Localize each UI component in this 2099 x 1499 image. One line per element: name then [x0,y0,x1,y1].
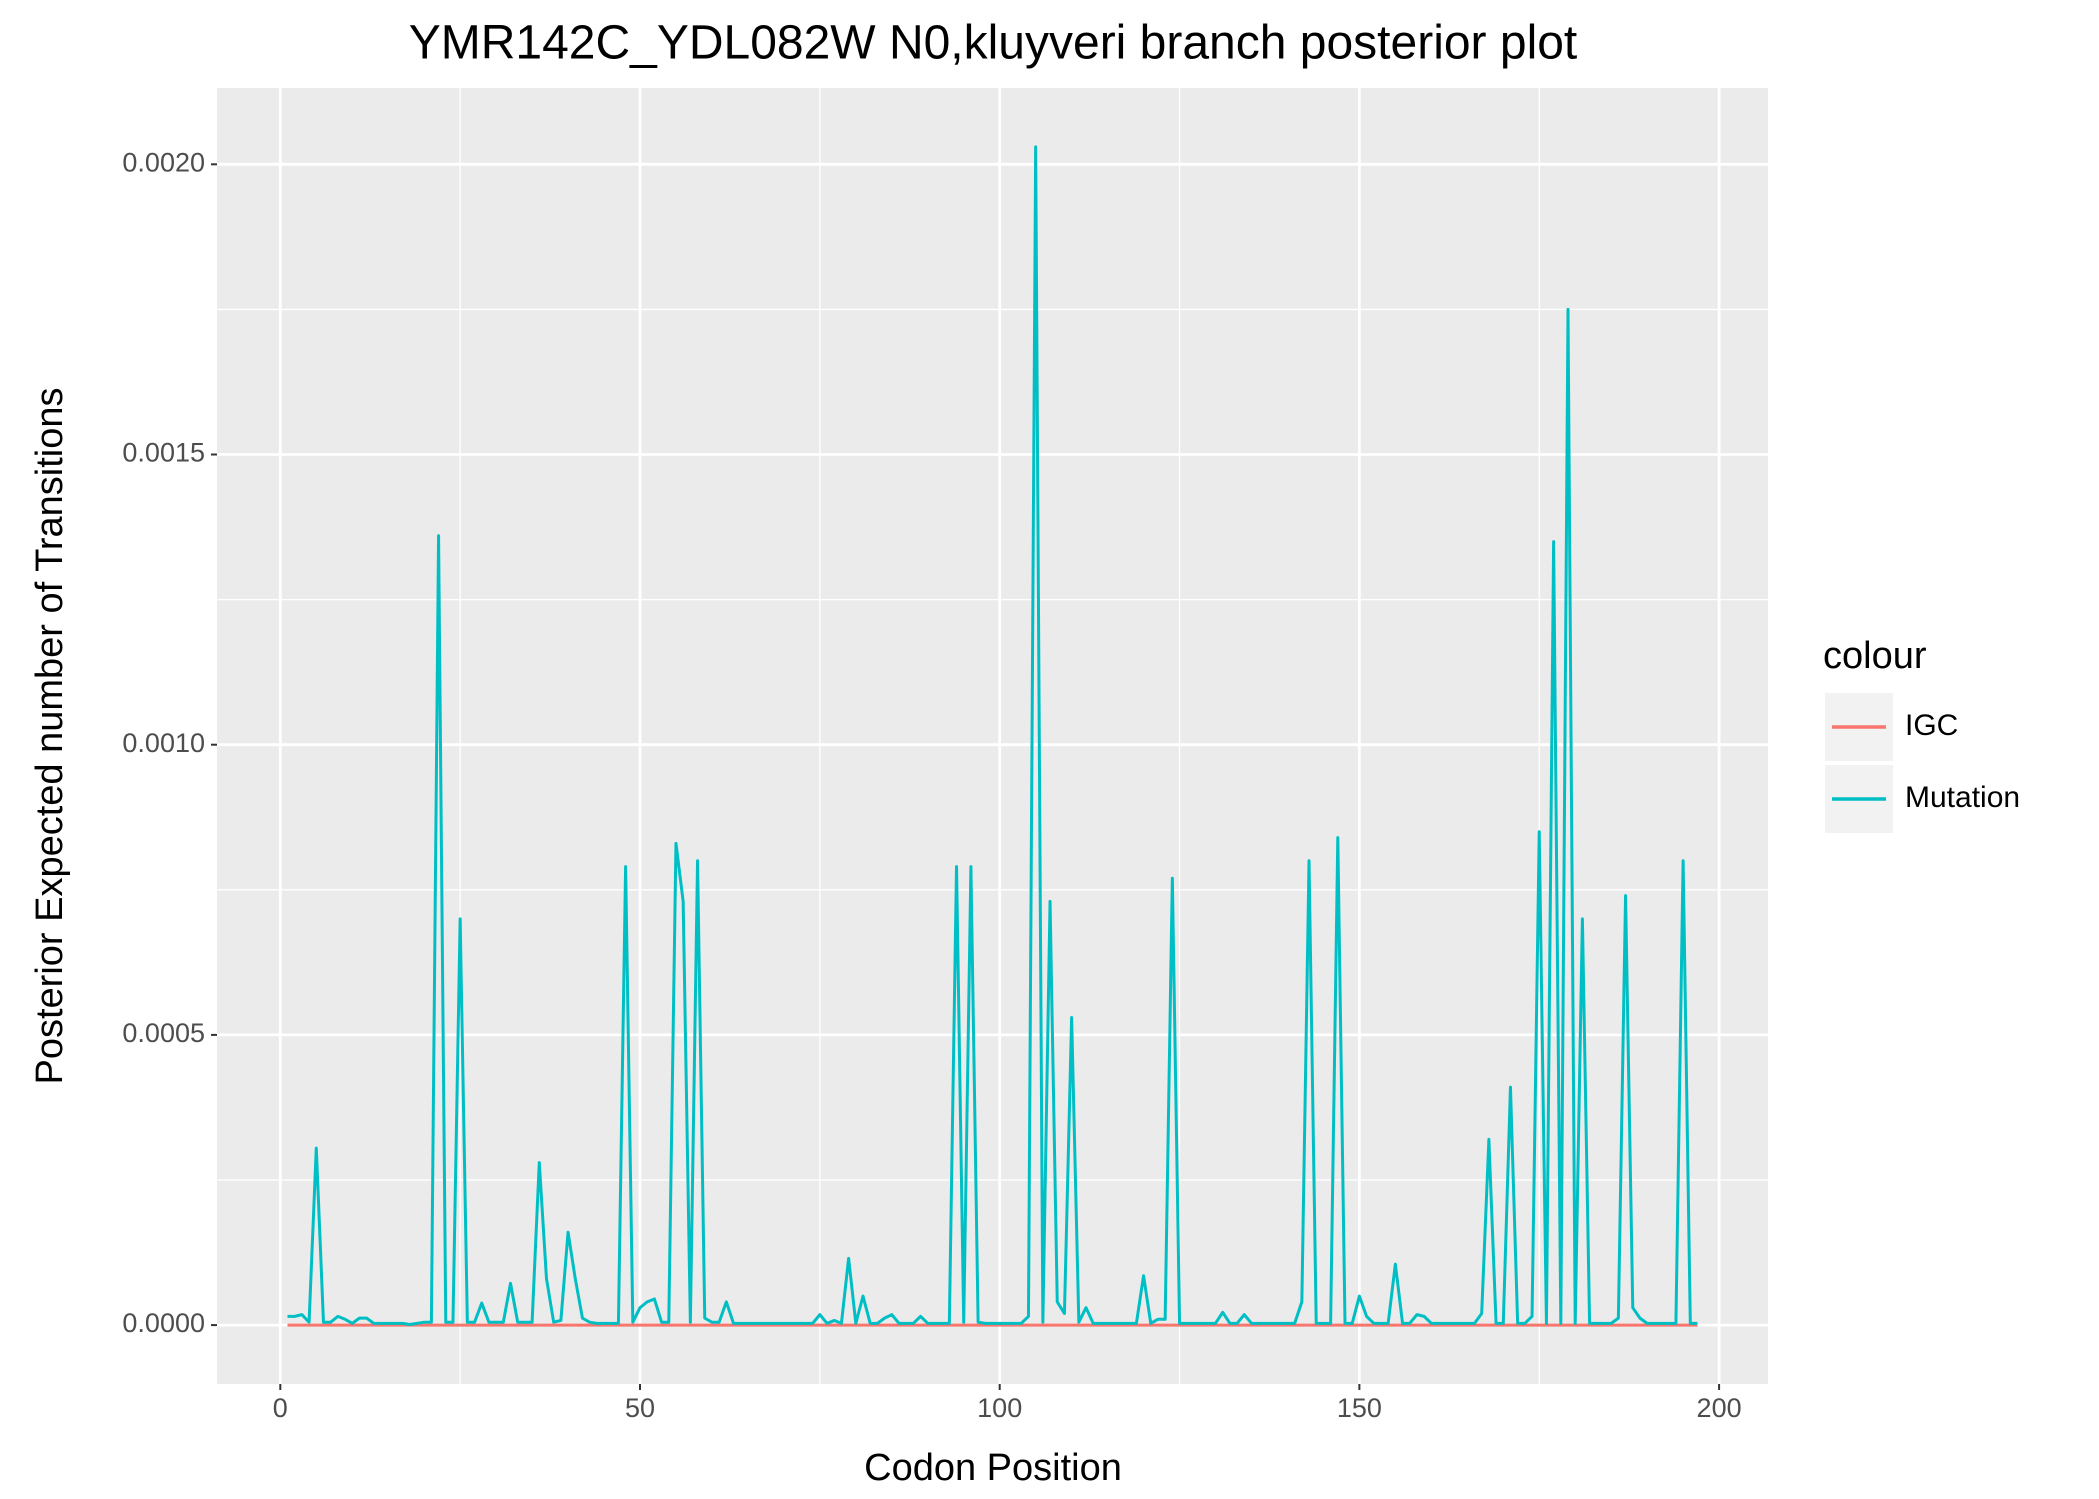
x-tick-label: 150 [1337,1393,1382,1423]
x-tick-label: 0 [273,1393,288,1423]
y-tick-label: 0.0020 [122,147,205,177]
plot-panel [217,88,1768,1384]
chart-title: YMR142C_YDL082W N0,kluyveri branch poste… [409,17,1578,70]
x-tick-label: 50 [625,1393,655,1423]
y-tick-label: 0.0015 [122,438,205,468]
legend-title: colour [1823,635,1927,677]
series-line [287,145,1698,1327]
legend-label: IGC [1905,709,1958,742]
y-tick-label: 0.0000 [122,1308,205,1338]
x-tick-label: 100 [977,1393,1022,1423]
y-tick-label: 0.0010 [122,728,205,758]
ticks: 0.0000 0.0005 0.0010 0.0015 0.0020 0 50 100 150 2… [122,147,1741,1423]
lines [287,145,1698,1327]
y-tick-label: 0.0005 [122,1018,205,1048]
legend: colour IGC Mutation [1823,635,2020,833]
legend-label: Mutation [1905,781,2020,814]
y-axis-title: Posterior Expected number of Transitions [29,387,71,1084]
x-tick-label: 200 [1697,1393,1742,1423]
x-axis-title: Codon Position [864,1447,1122,1489]
